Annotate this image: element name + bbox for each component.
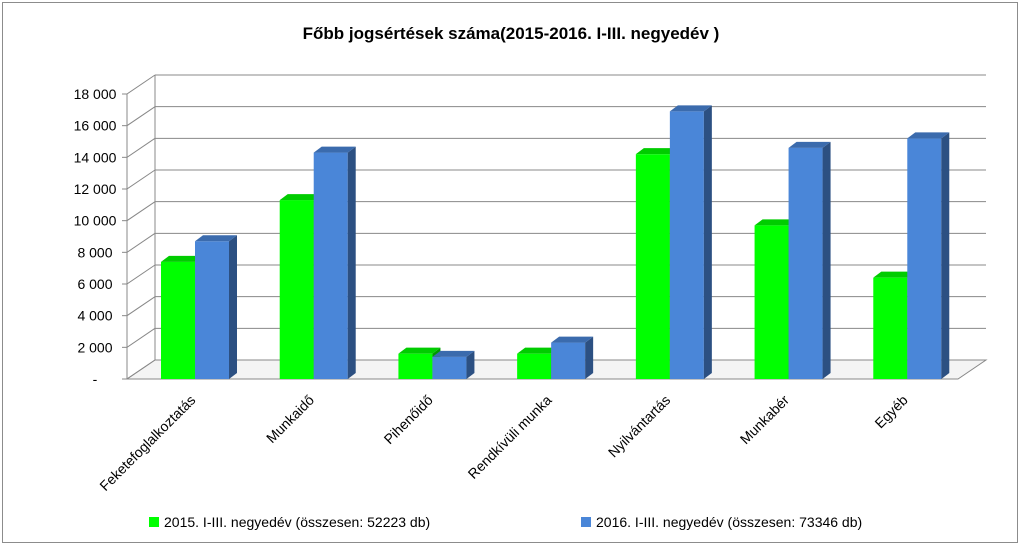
bar-top <box>669 105 712 112</box>
y-tick-label: 10 000 <box>74 213 117 229</box>
grid-side-line <box>126 264 156 285</box>
bar-top <box>635 148 678 155</box>
x-category-label: Rendkívüli munka <box>465 392 555 482</box>
bar-front <box>161 261 195 379</box>
bars <box>161 105 950 380</box>
bar-top <box>398 347 441 354</box>
bar-front <box>398 353 433 379</box>
grid-side-line <box>126 74 156 95</box>
y-tick-label: 2 000 <box>77 339 112 355</box>
bar-top <box>907 132 950 139</box>
bar-top <box>279 194 322 201</box>
bar <box>788 141 831 379</box>
chart-frame: Főbb jogsértések száma(2015-2016. I-III.… <box>2 2 1018 543</box>
bar-front <box>907 138 942 379</box>
bar-side <box>347 146 356 379</box>
grid-side-line <box>126 359 156 380</box>
y-tick-label: - <box>93 371 98 387</box>
bar <box>195 235 237 379</box>
y-tick-label: 4 000 <box>77 308 112 324</box>
bar-front <box>788 147 823 379</box>
bar <box>432 350 475 379</box>
bar-top <box>551 336 594 343</box>
x-category-label: Nyilvántartás <box>605 392 674 461</box>
bar <box>313 146 356 379</box>
legend-item: 2016. I-III. negyedév (összesen: 73346 d… <box>581 514 862 530</box>
bar <box>907 132 950 379</box>
x-category-label: Munkaidő <box>263 392 317 446</box>
bar-side <box>941 132 950 379</box>
bar-front <box>754 225 789 379</box>
y-tick-label: 8 000 <box>77 244 112 260</box>
bar-top <box>517 347 560 354</box>
bar-top <box>788 141 831 148</box>
y-tick-label: 6 000 <box>77 276 112 292</box>
grid-side-line <box>126 327 156 348</box>
grid-side-line <box>126 137 156 158</box>
bar-top <box>195 235 237 242</box>
chart-title: Főbb jogsértések száma(2015-2016. I-III.… <box>303 24 720 43</box>
bar-front <box>635 154 670 379</box>
bar-side <box>822 141 831 379</box>
grid-side-line <box>126 232 156 253</box>
bar-top <box>313 146 356 153</box>
y-axis-ticks: - 2 000 4 000 6 000 8 000 10 000 12 000 14 000 1… <box>74 86 117 387</box>
grid-lines <box>122 74 986 380</box>
bar <box>551 336 594 379</box>
bar-side <box>703 105 712 380</box>
bar-top <box>432 350 475 357</box>
bar-front <box>517 353 552 379</box>
x-category-label: Feketefoglalkoztatás <box>96 392 198 494</box>
grid-side-line <box>126 201 156 222</box>
bar <box>669 105 712 380</box>
bar-side <box>229 235 237 379</box>
legend-label: 2015. I-III. negyedév (összesen: 52223 d… <box>164 514 430 530</box>
legend-swatch <box>581 517 591 527</box>
legend-item: 2015. I-III. negyedév (összesen: 52223 d… <box>149 514 430 530</box>
bar-chart: Főbb jogsértések száma(2015-2016. I-III.… <box>74 24 988 530</box>
legend: 2015. I-III. negyedév (összesen: 52223 d… <box>149 514 862 530</box>
y-tick-label: 12 000 <box>74 181 117 197</box>
bar-side <box>466 350 475 379</box>
chart-walls <box>125 75 988 380</box>
y-tick-label: 16 000 <box>74 118 117 134</box>
bar-front <box>873 277 908 379</box>
bar-top <box>161 255 203 262</box>
bar-front <box>313 152 348 379</box>
legend-swatch <box>149 517 159 527</box>
bar-top <box>754 219 797 226</box>
bar-front <box>551 342 586 379</box>
grid-side-line <box>126 296 156 317</box>
grid-side-line <box>126 106 156 127</box>
bar-front <box>669 111 704 380</box>
x-axis-labels: Feketefoglalkoztatás Munkaidő Pihenőidő Ren… <box>96 392 911 494</box>
grid-side-line <box>126 169 156 190</box>
x-category-label: Egyéb <box>871 392 911 432</box>
legend-label: 2016. I-III. negyedév (összesen: 73346 d… <box>596 514 862 530</box>
y-tick-label: 18 000 <box>74 86 117 102</box>
x-category-label: Pihenőidő <box>381 392 437 448</box>
bar-side <box>585 336 594 379</box>
bar-top <box>873 271 916 278</box>
bar-front <box>279 200 314 379</box>
x-category-label: Munkabér <box>737 392 793 448</box>
y-tick-label: 14 000 <box>74 149 117 165</box>
bar-front <box>195 241 229 379</box>
bar-front <box>432 356 467 379</box>
